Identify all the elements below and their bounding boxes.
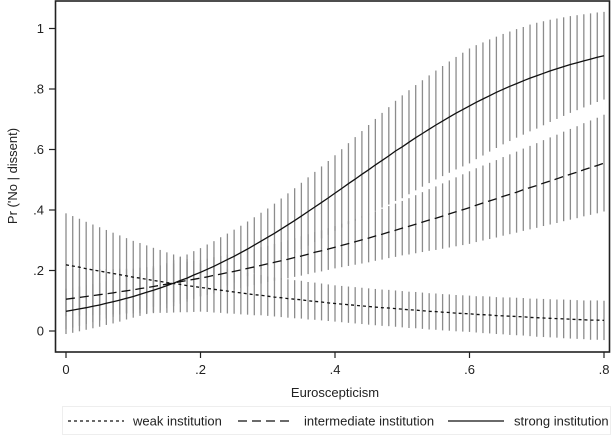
y-tick-label: 0: [37, 324, 44, 339]
x-axis: 0 .2 .4 .6 .8: [62, 352, 609, 377]
y-tick-label: .6: [33, 142, 44, 157]
x-tick-label: 0: [62, 362, 69, 377]
x-tick-label: .4: [330, 362, 341, 377]
y-axis: 0 .2 .4 .6 .8 1: [33, 21, 55, 339]
x-tick-label: .8: [599, 362, 610, 377]
y-tick-label: .8: [33, 82, 44, 97]
y-tick-label: .4: [33, 203, 44, 218]
x-tick-label: .6: [464, 362, 475, 377]
series-lines: [65, 55, 605, 322]
series-line-intermediate-institution: [65, 162, 605, 300]
legend-label-intermediate-institution: intermediate institution: [304, 414, 434, 429]
error-bars: [65, 11, 605, 341]
series-line-weak-institution: [65, 264, 605, 322]
legend-label-strong-institution: strong institution: [514, 414, 609, 429]
legend: weak institution intermediate institution…: [62, 406, 611, 435]
x-tick-label: .2: [195, 362, 206, 377]
plot-frame: [54, 0, 611, 353]
y-tick-label: 1: [37, 21, 44, 36]
legend-label-weak-institution: weak institution: [132, 414, 222, 429]
legend-box: [62, 406, 611, 435]
x-axis-label: Euroscepticism: [291, 385, 379, 400]
y-tick-label: .2: [33, 263, 44, 278]
series-line-strong-institution: [65, 55, 605, 312]
y-axis-label: Pr ('No | dissent): [5, 128, 20, 224]
